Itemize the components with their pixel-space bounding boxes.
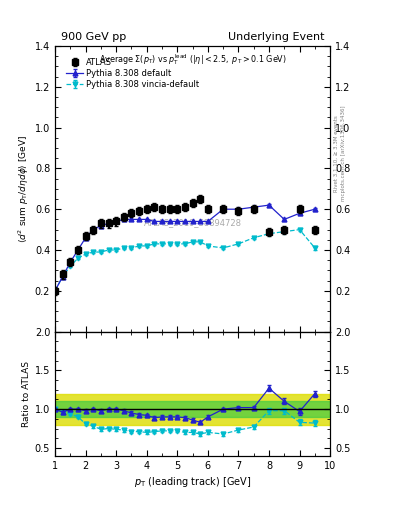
Text: Average $\Sigma(p_{\rm T})$ vs $p_{\rm T}^{\rm lead}$ ($|\eta| < 2.5,\ p_{\rm T}: Average $\Sigma(p_{\rm T})$ vs $p_{\rm T… [99, 52, 286, 67]
Text: mcplots.cern.ch [arXiv:1306.3436]: mcplots.cern.ch [arXiv:1306.3436] [342, 106, 346, 201]
Bar [55, 394, 330, 424]
Text: 900 GeV pp: 900 GeV pp [61, 32, 126, 42]
Text: Rivet 3.1.10, ≥ 3.3M events: Rivet 3.1.10, ≥ 3.3M events [334, 115, 338, 192]
Legend: ATLAS, Pythia 8.308 default, Pythia 8.308 vincia-default: ATLAS, Pythia 8.308 default, Pythia 8.30… [65, 56, 201, 91]
Text: ATLAS_2010_S8894728: ATLAS_2010_S8894728 [143, 219, 242, 227]
Text: Underlying Event: Underlying Event [228, 32, 325, 42]
Y-axis label: Ratio to ATLAS: Ratio to ATLAS [22, 360, 31, 426]
Y-axis label: $\langle d^2$ sum $p_{\rm T}/d\eta d\phi\rangle$ [GeV]: $\langle d^2$ sum $p_{\rm T}/d\eta d\phi… [16, 135, 31, 243]
Bar [55, 401, 330, 417]
X-axis label: $p_{\rm T}$ (leading track) [GeV]: $p_{\rm T}$ (leading track) [GeV] [134, 475, 251, 489]
